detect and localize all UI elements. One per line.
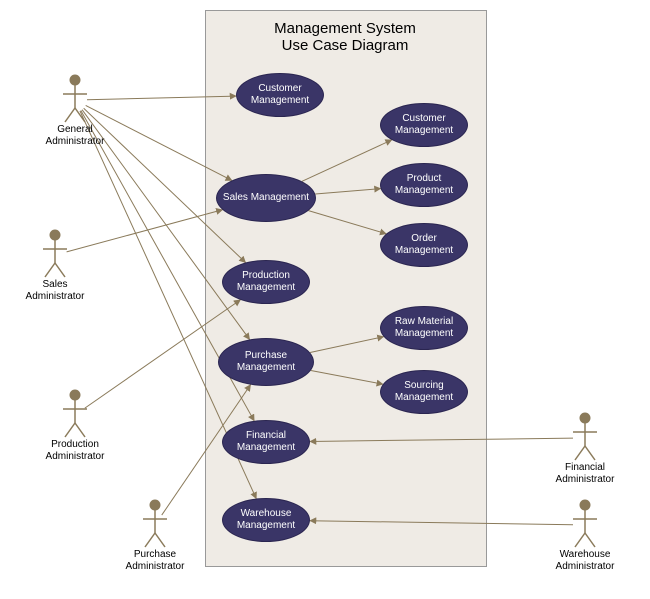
actor-purchase-admin	[143, 500, 167, 547]
edge	[87, 96, 236, 100]
svg-layer	[0, 0, 650, 599]
edge	[311, 371, 383, 385]
usecase-warehouse-mgmt: WarehouseManagement	[222, 498, 310, 542]
actor-financial-admin	[573, 413, 597, 460]
actor-sales-admin	[43, 230, 67, 277]
usecase-purchase-mgmt: PurchaseManagement	[218, 338, 314, 386]
actor-label-financial-admin: FinancialAdministrator	[545, 462, 625, 486]
actor-label-warehouse-admin: WarehouseAdministrator	[545, 549, 625, 573]
edge	[310, 337, 383, 353]
usecase-sourcing-mgmt: SourcingManagement	[380, 370, 468, 414]
usecase-financial-mgmt: FinancialManagement	[222, 420, 310, 464]
actor-label-production-admin: ProductionAdministrator	[35, 439, 115, 463]
diagram-canvas: Management System Use Case Diagram Custo…	[0, 0, 650, 599]
edge	[310, 521, 573, 525]
actor-label-sales-admin: SalesAdministrator	[15, 279, 95, 303]
usecase-production-mgmt: ProductionManagement	[222, 260, 310, 304]
edge	[67, 210, 223, 252]
actor-production-admin	[63, 390, 87, 437]
usecase-sales-mgmt: Sales Management	[216, 174, 316, 222]
actor-warehouse-admin	[573, 500, 597, 547]
edge	[309, 211, 387, 234]
usecase-raw-material: Raw MaterialManagement	[380, 306, 468, 350]
usecase-customer-mgmt-2: CustomerManagement	[380, 103, 468, 147]
edge	[315, 189, 380, 194]
edge	[302, 140, 392, 181]
usecase-product-mgmt: ProductManagement	[380, 163, 468, 207]
edge	[310, 438, 573, 441]
actor-label-purchase-admin: PurchaseAdministrator	[115, 549, 195, 573]
actor-label-general-admin: GeneralAdministrator	[35, 124, 115, 148]
usecase-order-mgmt: OrderManagement	[380, 223, 468, 267]
usecase-customer-mgmt-1: CustomerManagement	[236, 73, 324, 117]
